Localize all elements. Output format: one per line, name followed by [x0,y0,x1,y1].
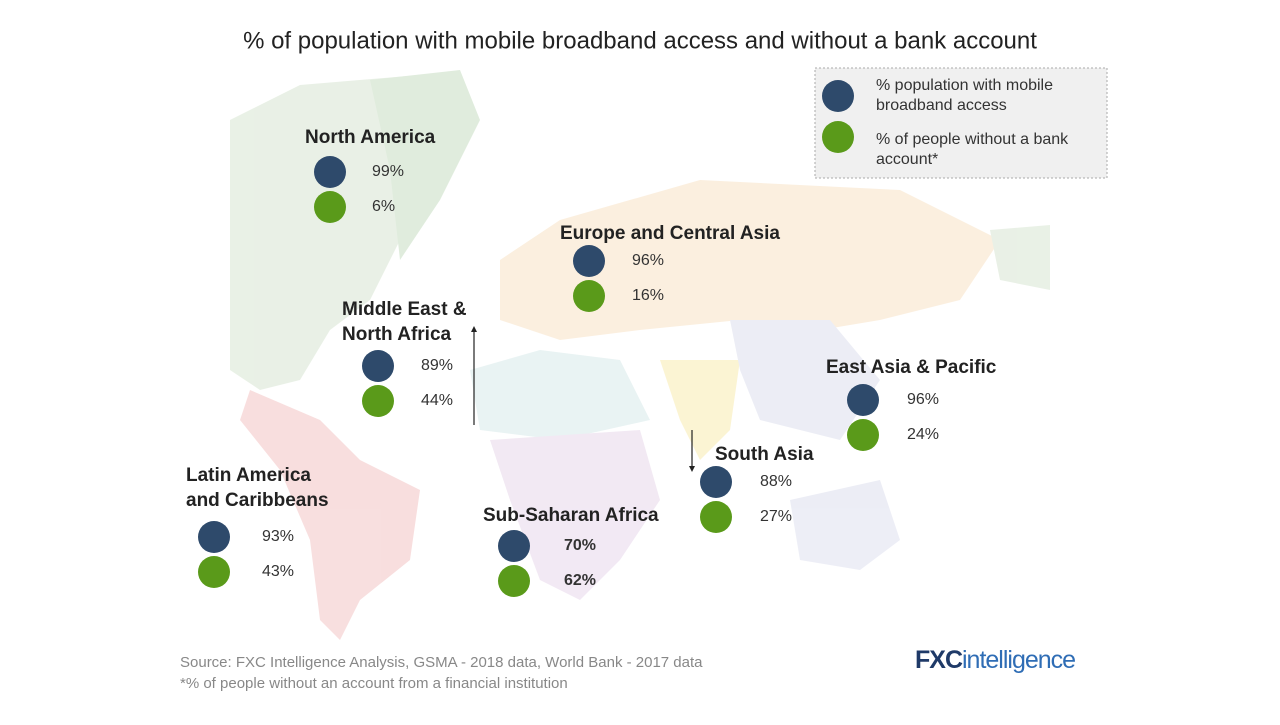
pointer-arrow [689,466,695,472]
broadband-value: 96% [632,252,664,269]
africa-shape [490,430,660,600]
north-america-shape [230,75,470,390]
unbanked-dot [498,565,530,597]
europe-asia-shape [500,180,1000,340]
logo-suffix: intelligence [962,646,1075,674]
region-name: Europe and Central Asia [560,223,780,244]
unbanked-value: 43% [262,563,294,580]
region-name: North Africa [342,324,452,345]
legend-box [814,67,1108,179]
broadband-dot [498,530,530,562]
unbanked-dot [314,191,346,223]
legend-broadband: % population with mobile broadband acces… [876,77,1053,114]
footnote: *% of people without an account from a f… [180,675,568,692]
logo-prefix: FXC [915,646,963,674]
unbanked-value: 62% [564,572,596,589]
region-name: Sub-Saharan Africa [483,505,659,526]
broadband-dot [314,156,346,188]
unbanked-dot [847,419,879,451]
title: % of population with mobile broadband ac… [243,27,1037,54]
latin-america-shape [240,390,420,640]
logo: FXCintelligence [915,646,1075,674]
broadband-dot [847,384,879,416]
legend-swatch-unbanked [822,121,854,153]
unbanked-dot [198,556,230,588]
legend-unbanked-wrap: % of people without a bank account* [876,131,1069,168]
unbanked-dot [362,385,394,417]
region-name: North America [305,127,436,148]
unbanked-value: 24% [907,426,939,443]
south-asia-shape [660,360,740,460]
legend-broadband-wrap: % population with mobile broadband acces… [876,77,1053,114]
broadband-value: 88% [760,473,792,490]
region-name: Middle East & [342,299,467,320]
greenland-shape [370,70,480,260]
australia-shape [790,480,900,570]
mena-shape [470,350,650,440]
unbanked-value: 6% [372,198,395,215]
broadband-dot [573,245,605,277]
alaska-shape [990,225,1050,290]
world-map [230,70,1050,640]
broadband-value: 70% [564,537,596,554]
legend-unbanked: % of people without a bank account* [876,131,1069,168]
pointer-arrow [471,326,477,332]
broadband-value: 93% [262,528,294,545]
legend-swatch-broadband [822,80,854,112]
broadband-value: 96% [907,391,939,408]
region-name: East Asia & Pacific [826,357,997,378]
broadband-value: 99% [372,163,404,180]
unbanked-value: 16% [632,287,664,304]
region-name: and Caribbeans [186,490,329,511]
region-name: Latin America [186,465,311,486]
broadband-value: 89% [421,357,453,374]
broadband-dot [362,350,394,382]
source: Source: FXC Intelligence Analysis, GSMA … [180,654,703,671]
unbanked-dot [700,501,732,533]
broadband-dot [700,466,732,498]
unbanked-value: 27% [760,508,792,525]
unbanked-dot [573,280,605,312]
unbanked-value: 44% [421,392,453,409]
east-asia-shape [730,320,880,440]
region-name: South Asia [715,444,814,465]
broadband-dot [198,521,230,553]
